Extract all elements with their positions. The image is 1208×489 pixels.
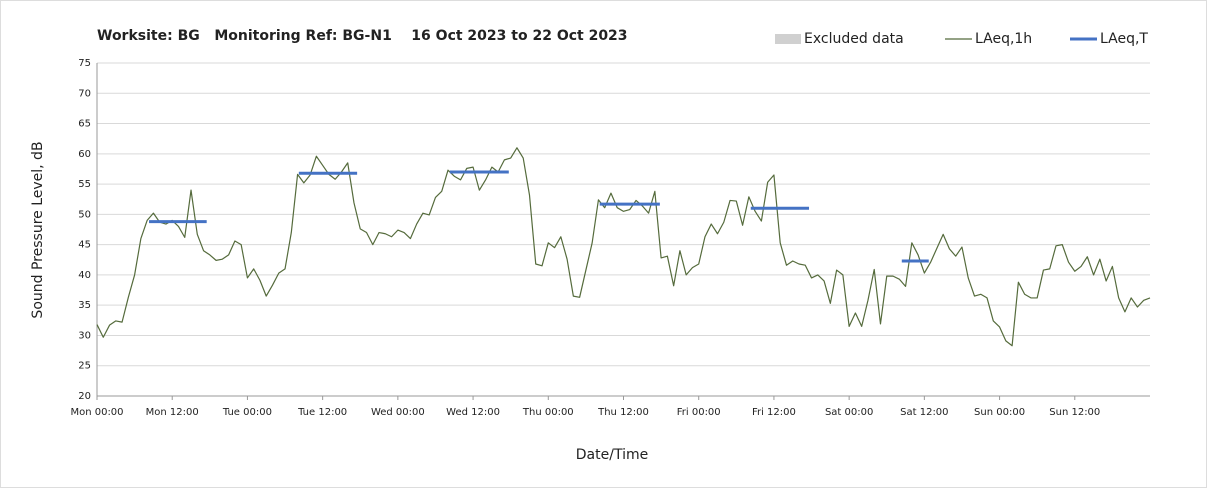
y-tick-label: 20 [78, 391, 91, 402]
x-tick-label: Fri 00:00 [677, 407, 721, 418]
y-tick-label: 45 [78, 240, 91, 251]
y-tick-label: 40 [78, 270, 91, 281]
x-tick-label: Mon 00:00 [70, 407, 123, 418]
y-tick-label: 30 [78, 330, 91, 341]
legend-label: LAeq,1h [975, 31, 1032, 47]
y-tick-label: 35 [78, 300, 91, 311]
x-tick-label: Sat 12:00 [900, 407, 948, 418]
x-tick-label: Sun 12:00 [1049, 407, 1100, 418]
legend-label: LAeq,T [1100, 31, 1148, 47]
y-tick-label: 70 [78, 88, 91, 99]
x-tick-label: Tue 00:00 [222, 407, 272, 418]
y-axis-label: Sound Pressure Level, dB [30, 141, 46, 318]
x-tick-label: Fri 12:00 [752, 407, 796, 418]
series-line [96, 147, 1151, 347]
x-tick-label: Mon 12:00 [146, 407, 199, 418]
legend-label: Excluded data [804, 31, 904, 47]
chart-title: Worksite: BG Monitoring Ref: BG-N1 16 Oc… [97, 28, 628, 44]
x-axis-label: Date/Time [576, 447, 648, 463]
x-tick-label: Wed 00:00 [371, 407, 425, 418]
y-tick-label: 75 [78, 58, 91, 69]
x-tick-label: Sat 00:00 [825, 407, 873, 418]
x-tick-label: Tue 12:00 [297, 407, 347, 418]
y-tick-label: 25 [78, 361, 91, 372]
x-tick-label: Thu 12:00 [597, 407, 649, 418]
y-tick-label: 55 [78, 179, 91, 190]
y-tick-label: 50 [78, 209, 91, 220]
y-tick-label: 65 [78, 119, 91, 130]
x-tick-label: Sun 00:00 [974, 407, 1025, 418]
legend-swatch [775, 34, 801, 44]
x-tick-label: Thu 00:00 [522, 407, 574, 418]
y-tick-label: 60 [78, 149, 91, 160]
x-tick-label: Wed 12:00 [446, 407, 500, 418]
